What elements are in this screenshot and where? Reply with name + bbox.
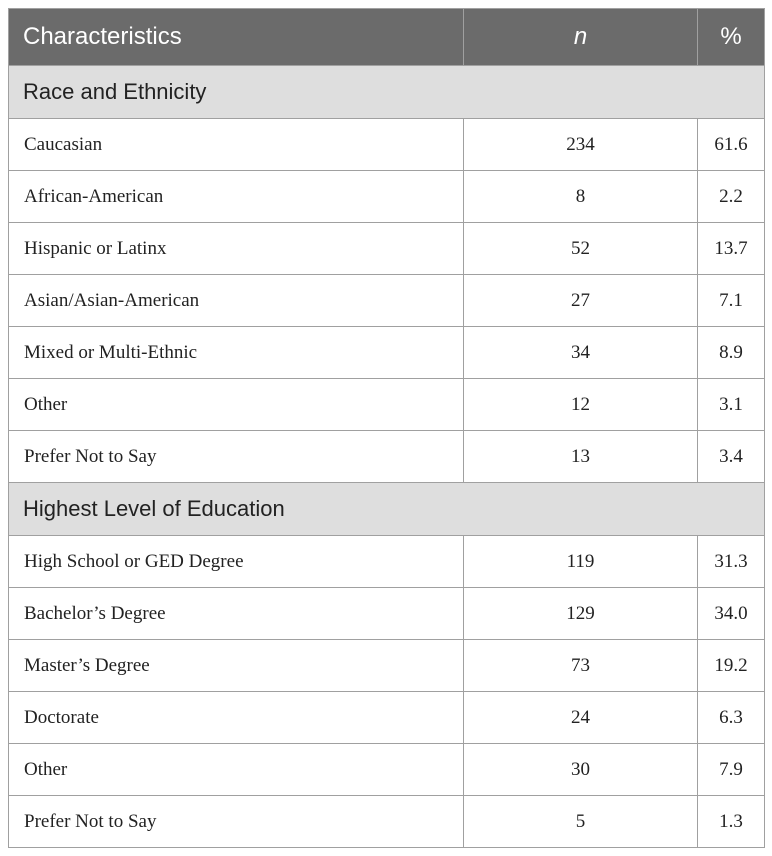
row-n: 34 <box>463 326 698 379</box>
section-row-race-ethnicity: Race and Ethnicity <box>8 65 765 119</box>
row-label: African-American <box>8 170 464 223</box>
table-row: Other 30 7.9 <box>8 743 765 796</box>
table-row: Prefer Not to Say 13 3.4 <box>8 430 765 483</box>
table-row: High School or GED Degree 119 31.3 <box>8 535 765 588</box>
row-n: 119 <box>463 535 698 588</box>
row-label: Prefer Not to Say <box>8 430 464 483</box>
table-row: Master’s Degree 73 19.2 <box>8 639 765 692</box>
row-label: Caucasian <box>8 118 464 171</box>
table-row: African-American 8 2.2 <box>8 170 765 223</box>
row-n: 129 <box>463 587 698 640</box>
row-percent: 19.2 <box>697 639 765 692</box>
row-percent: 7.9 <box>697 743 765 796</box>
header-n: n <box>463 8 698 66</box>
row-n: 24 <box>463 691 698 744</box>
row-n: 8 <box>463 170 698 223</box>
row-label: Hispanic or Latinx <box>8 222 464 275</box>
row-label: Asian/Asian-American <box>8 274 464 327</box>
row-percent: 3.1 <box>697 378 765 431</box>
row-percent: 3.4 <box>697 430 765 483</box>
table-row: Hispanic or Latinx 52 13.7 <box>8 222 765 275</box>
section-title: Highest Level of Education <box>8 482 765 536</box>
row-n: 52 <box>463 222 698 275</box>
row-percent: 1.3 <box>697 795 765 848</box>
row-percent: 7.1 <box>697 274 765 327</box>
row-n: 13 <box>463 430 698 483</box>
header-row: Characteristics n % <box>8 8 765 66</box>
row-percent: 61.6 <box>697 118 765 171</box>
row-n: 234 <box>463 118 698 171</box>
row-n: 27 <box>463 274 698 327</box>
demographics-table-container: Characteristics n % Race and Ethnicity C… <box>8 8 765 848</box>
row-percent: 2.2 <box>697 170 765 223</box>
row-label: Doctorate <box>8 691 464 744</box>
table-row: Caucasian 234 61.6 <box>8 118 765 171</box>
row-label: Prefer Not to Say <box>8 795 464 848</box>
row-label: Bachelor’s Degree <box>8 587 464 640</box>
row-percent: 13.7 <box>697 222 765 275</box>
table-header: Characteristics n % <box>8 8 765 66</box>
section-row-education: Highest Level of Education <box>8 482 765 536</box>
row-label: Other <box>8 743 464 796</box>
row-percent: 8.9 <box>697 326 765 379</box>
table-row: Prefer Not to Say 5 1.3 <box>8 795 765 848</box>
section-title: Race and Ethnicity <box>8 65 765 119</box>
table-row: Bachelor’s Degree 129 34.0 <box>8 587 765 640</box>
row-percent: 6.3 <box>697 691 765 744</box>
table-row: Doctorate 24 6.3 <box>8 691 765 744</box>
row-n: 12 <box>463 378 698 431</box>
row-label: Other <box>8 378 464 431</box>
row-n: 5 <box>463 795 698 848</box>
table-row: Asian/Asian-American 27 7.1 <box>8 274 765 327</box>
row-label: Master’s Degree <box>8 639 464 692</box>
row-percent: 34.0 <box>697 587 765 640</box>
demographics-table: Characteristics n % Race and Ethnicity C… <box>8 8 765 848</box>
row-n: 30 <box>463 743 698 796</box>
row-label: Mixed or Multi-Ethnic <box>8 326 464 379</box>
row-percent: 31.3 <box>697 535 765 588</box>
table-body: Race and Ethnicity Caucasian 234 61.6 Af… <box>8 65 765 848</box>
row-label: High School or GED Degree <box>8 535 464 588</box>
table-row: Other 12 3.1 <box>8 378 765 431</box>
header-characteristics: Characteristics <box>8 8 464 66</box>
header-percent: % <box>697 8 765 66</box>
row-n: 73 <box>463 639 698 692</box>
table-row: Mixed or Multi-Ethnic 34 8.9 <box>8 326 765 379</box>
